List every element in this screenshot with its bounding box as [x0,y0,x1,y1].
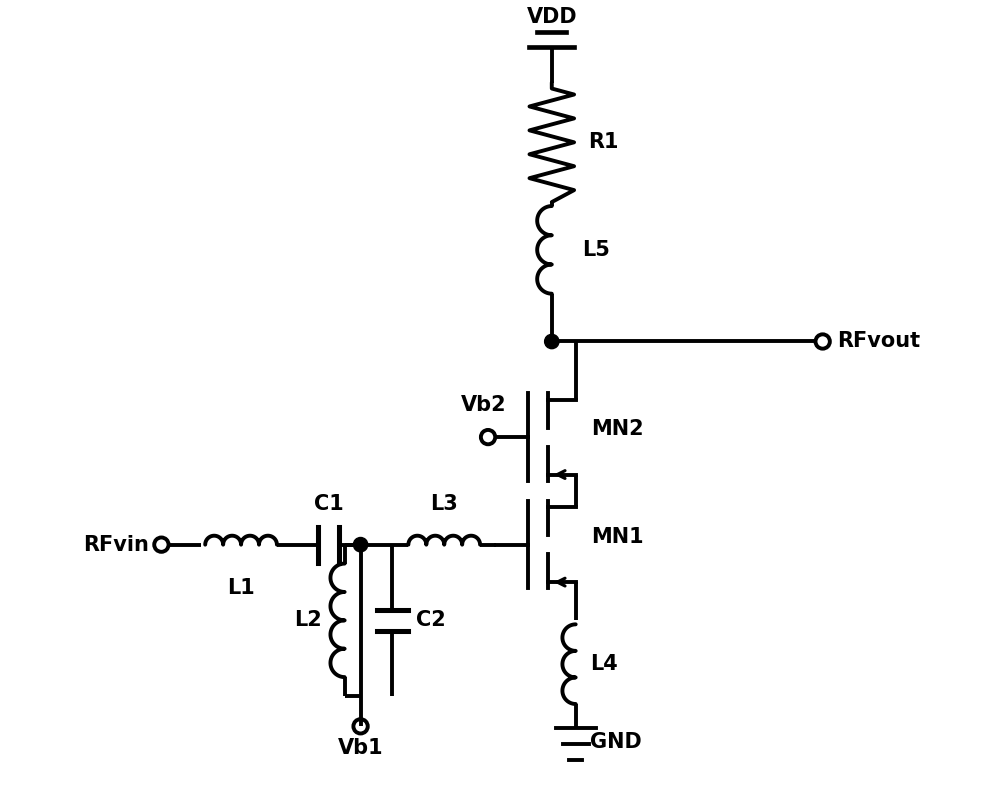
Text: RFvin: RFvin [84,534,149,554]
Text: Vb1: Vb1 [338,739,383,759]
Text: C1: C1 [314,494,344,514]
Text: R1: R1 [588,132,618,152]
Text: VDD: VDD [526,6,577,26]
Text: GND: GND [590,732,642,752]
Text: L4: L4 [590,654,618,674]
Text: L2: L2 [295,610,322,630]
Text: L1: L1 [227,578,255,598]
Text: L5: L5 [582,239,610,260]
Circle shape [353,537,368,552]
Text: MN1: MN1 [592,527,644,547]
Text: L3: L3 [430,494,458,514]
Text: C2: C2 [416,610,446,630]
Text: Vb2: Vb2 [461,395,507,415]
Circle shape [545,334,559,348]
Text: MN2: MN2 [592,419,644,439]
Text: RFvout: RFvout [837,332,920,352]
